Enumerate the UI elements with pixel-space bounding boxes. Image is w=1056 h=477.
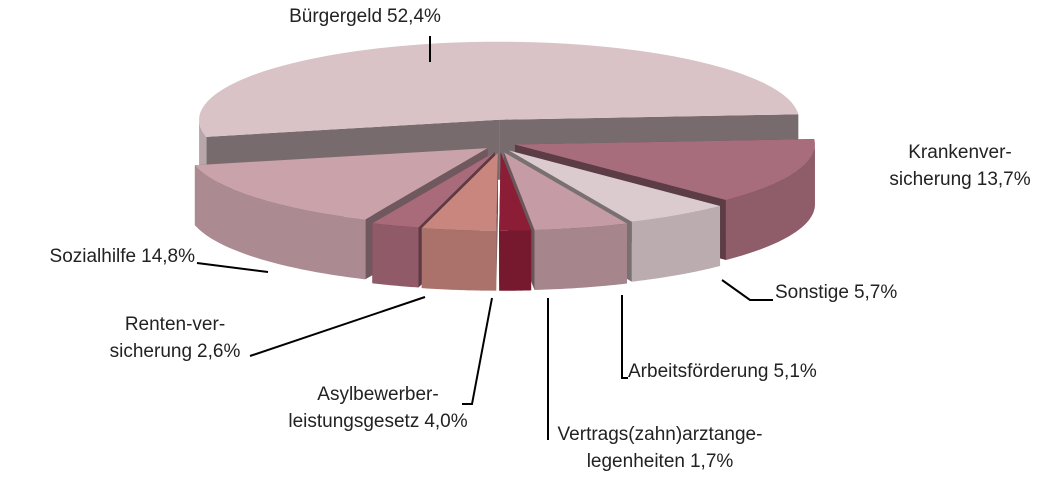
slice-side (194, 165, 366, 280)
category-label: Asylbewerber- (317, 384, 438, 405)
slice-side (725, 144, 815, 260)
slice-top (372, 152, 495, 228)
slice-top (499, 152, 532, 231)
leader-line (621, 295, 628, 379)
value-label: 5,7% (854, 282, 897, 303)
category-label: Krankenver- (908, 142, 1012, 163)
leader-line (462, 297, 493, 405)
slice-top (509, 150, 721, 222)
slice-label: Krankenver- (908, 142, 1012, 163)
slice-top (421, 152, 498, 231)
slice-side (421, 228, 497, 291)
category-label: sicherung (110, 341, 192, 362)
slice-label: leistungsgesetz 4,0% (288, 411, 467, 432)
value-label: 13,7% (977, 169, 1031, 190)
category-label: Vertrags(zahn)arztange- (558, 424, 763, 445)
category-label: Renten-ver- (125, 314, 225, 335)
slice-side (631, 206, 721, 282)
slice-label: sicherung 2,6% (110, 341, 241, 362)
slice (504, 152, 627, 290)
category-label: Bürgergeld (289, 6, 382, 27)
slice-label: Arbeitsförderung 5,1% (628, 361, 817, 382)
slice (421, 152, 498, 291)
slice (499, 152, 532, 291)
value-label: 1,7% (690, 451, 733, 472)
slice-top (514, 139, 815, 200)
slice-label: sicherung 13,7% (889, 169, 1030, 190)
category-label: Arbeitsförderung (628, 361, 768, 382)
slice-label: Sonstige 5,7% (775, 282, 897, 303)
category-label: Sonstige (775, 282, 849, 303)
slice-top (194, 148, 488, 220)
slice-label: Sozialhilfe 14,8% (50, 246, 196, 267)
value-label: 52,4% (387, 6, 441, 27)
category-label: leistungsgesetz (288, 411, 419, 432)
value-label: 14,8% (141, 246, 195, 267)
category-label: Sozialhilfe (50, 246, 137, 267)
leader-line (249, 296, 426, 357)
slice-label: Vertrags(zahn)arztange- (558, 424, 763, 445)
slice-label: legenheiten 1,7% (587, 451, 734, 472)
category-label: sicherung (889, 169, 971, 190)
category-label: legenheiten (587, 451, 685, 472)
leader-line (196, 262, 269, 273)
value-label: 4,0% (424, 411, 467, 432)
slice-label: Asylbewerber- (317, 384, 438, 405)
slice-label: Bürgergeld 52,4% (289, 6, 441, 27)
slice-top (504, 152, 627, 230)
slice-top (199, 41, 799, 137)
slice-side (499, 230, 532, 291)
slice-side (372, 223, 419, 288)
slice-side (534, 223, 627, 290)
value-label: 2,6% (197, 341, 240, 362)
value-label: 5,1% (773, 361, 816, 382)
slice-label: Renten-ver- (125, 314, 225, 335)
leader-line (721, 279, 773, 301)
